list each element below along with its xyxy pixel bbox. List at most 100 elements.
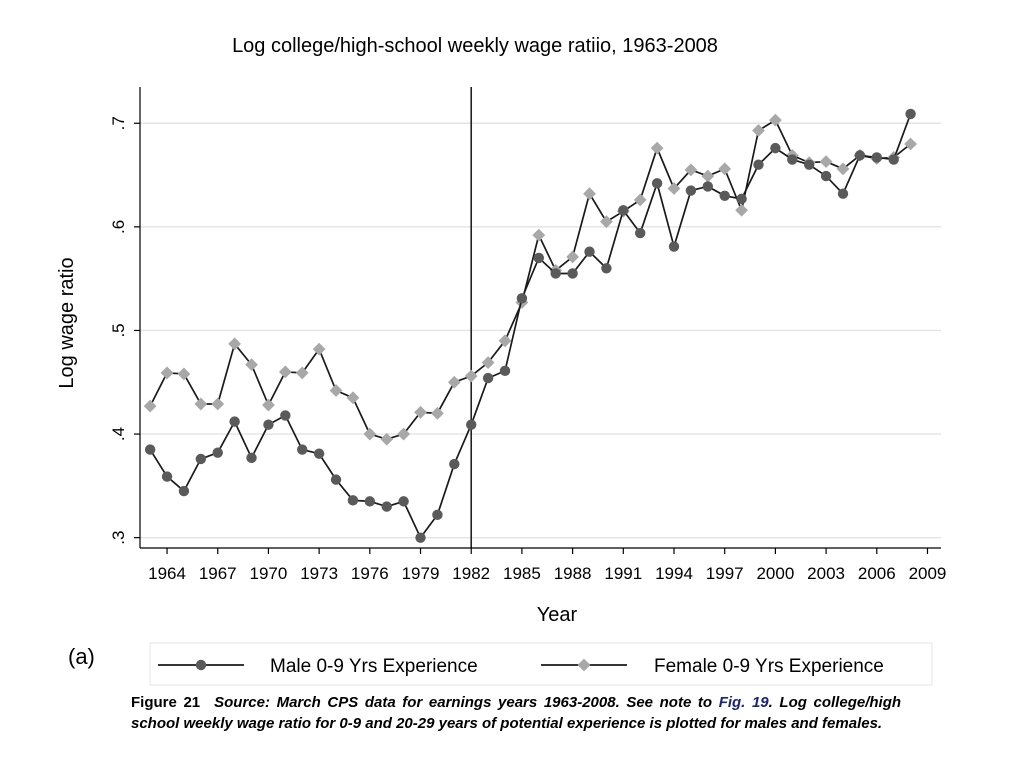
series-1-point-5 xyxy=(228,337,242,351)
series-1-point-29 xyxy=(633,193,647,207)
series-0-point-3 xyxy=(195,453,207,465)
series-0-point-30 xyxy=(651,178,663,189)
series-1-point-7 xyxy=(262,398,275,412)
x-tick-label-9: 1991 xyxy=(604,564,642,583)
series-0-point-36 xyxy=(753,159,764,170)
series-0-point-39 xyxy=(803,159,815,170)
series-1-point-6 xyxy=(245,358,258,372)
wage-ratio-chart: Log college/high-school weekly wage rati… xyxy=(56,35,946,686)
series-0-point-26 xyxy=(584,246,595,257)
series-1-point-14 xyxy=(380,432,394,446)
series-0-point-41 xyxy=(837,188,849,199)
series-0-point-11 xyxy=(330,474,342,485)
panel-label: (a) xyxy=(68,644,95,669)
series-1-point-15 xyxy=(397,427,411,441)
series-1-point-3 xyxy=(194,397,208,411)
series-1-point-21 xyxy=(498,334,512,348)
series-0-point-18 xyxy=(449,458,460,470)
series-0-point-40 xyxy=(820,170,832,182)
series-0-point-34 xyxy=(719,190,730,201)
caption-text-2: . Log college/high school weekly wage ra… xyxy=(131,694,902,732)
legend-marker-1 xyxy=(577,658,591,672)
series-1-point-40 xyxy=(819,155,833,168)
series-0-point-33 xyxy=(702,181,713,192)
gridlines xyxy=(140,122,941,539)
series-0-point-23 xyxy=(533,252,545,264)
y-tick-label-1: .4 xyxy=(109,427,128,441)
series-1-point-17 xyxy=(431,406,444,420)
series-0-point-12 xyxy=(347,495,359,506)
series-0-point-27 xyxy=(601,263,612,274)
series-1-point-0 xyxy=(143,399,157,413)
series-1-point-23 xyxy=(532,228,546,242)
series-0-point-15 xyxy=(398,496,409,507)
series-1-line xyxy=(149,118,912,441)
series-0-point-1 xyxy=(161,471,173,482)
series-0-point-29 xyxy=(635,227,646,239)
series-1-point-34 xyxy=(718,162,732,176)
series-0-point-2 xyxy=(178,485,190,497)
series-0-point-7 xyxy=(263,419,274,430)
series-0-point-17 xyxy=(432,509,443,521)
y-tick-label-0: .3 xyxy=(109,531,128,545)
series-0-point-32 xyxy=(685,185,697,196)
series-0-point-42 xyxy=(854,150,866,161)
figure-link[interactable]: Fig. 19 xyxy=(718,694,769,711)
series-0-point-9 xyxy=(297,444,308,455)
series-1-point-32 xyxy=(684,163,698,177)
y-axis-label: Log wage ratio xyxy=(56,257,78,388)
chart-title: Log college/high-school weekly wage rati… xyxy=(232,35,718,57)
series-0-point-37 xyxy=(770,142,781,154)
series-0-point-16 xyxy=(415,532,426,543)
legend: Male 0-9 Yrs Experience Female 0-9 Yrs Ex… xyxy=(149,642,933,686)
series-1-point-37 xyxy=(768,113,782,127)
x-tick-label-5: 1979 xyxy=(402,564,440,583)
series-0 xyxy=(144,108,916,543)
x-tick-label-6: 1982 xyxy=(452,564,490,583)
series-0-point-28 xyxy=(618,205,629,216)
series-1 xyxy=(143,113,917,446)
series-0-point-8 xyxy=(280,410,291,421)
series-0-point-21 xyxy=(499,365,511,377)
x-tick-label-10: 1994 xyxy=(655,564,693,583)
series-1-point-16 xyxy=(414,405,427,419)
x-axis-ticks: 1964 1967 1970 1973 1976 1979 1982 1985 1988 1991… xyxy=(148,548,946,583)
series-0-point-6 xyxy=(246,452,257,464)
series-0-point-22 xyxy=(516,293,528,304)
series-1-point-18 xyxy=(447,375,461,389)
x-tick-label-11: 1997 xyxy=(706,564,744,583)
series-0-point-38 xyxy=(787,154,798,165)
legend-box xyxy=(149,642,933,686)
x-tick-label-13: 2003 xyxy=(807,564,845,583)
series-1-point-2 xyxy=(177,367,191,381)
y-tick-label-2: .5 xyxy=(109,323,128,337)
series-1-point-10 xyxy=(312,342,326,356)
legend-marker-0 xyxy=(195,659,207,671)
series-1-point-45 xyxy=(904,137,917,151)
y-tick-label-3: .6 xyxy=(109,220,128,234)
series-1-point-35 xyxy=(735,203,748,217)
legend-label-1: Female 0-9 Yrs Experience xyxy=(654,656,884,677)
series-0-point-45 xyxy=(905,108,916,120)
x-tick-label-4: 1976 xyxy=(351,564,389,583)
series-0-point-13 xyxy=(364,496,376,507)
series-0-point-4 xyxy=(212,447,223,458)
series-0-point-43 xyxy=(871,152,882,163)
x-tick-label-14: 2006 xyxy=(858,564,896,583)
axes xyxy=(139,87,941,549)
series-1-point-20 xyxy=(481,356,495,369)
series-1-point-30 xyxy=(650,141,664,155)
y-tick-label-4: .7 xyxy=(109,116,128,130)
x-tick-label-2: 1970 xyxy=(250,564,288,583)
series-1-point-9 xyxy=(295,366,309,380)
series-1-point-36 xyxy=(752,124,765,137)
series-0-point-10 xyxy=(313,448,325,459)
series-1-point-33 xyxy=(701,169,715,183)
series-1-point-1 xyxy=(160,366,174,380)
legend-label-0: Male 0-9 Yrs Experience xyxy=(270,656,478,677)
series-1-point-25 xyxy=(566,250,580,264)
series-0-line xyxy=(149,113,912,540)
series-0-point-44 xyxy=(888,154,899,165)
x-tick-label-15: 2009 xyxy=(909,564,947,583)
y-axis-ticks: .3 .4 .5 .6 .7 xyxy=(109,116,140,545)
